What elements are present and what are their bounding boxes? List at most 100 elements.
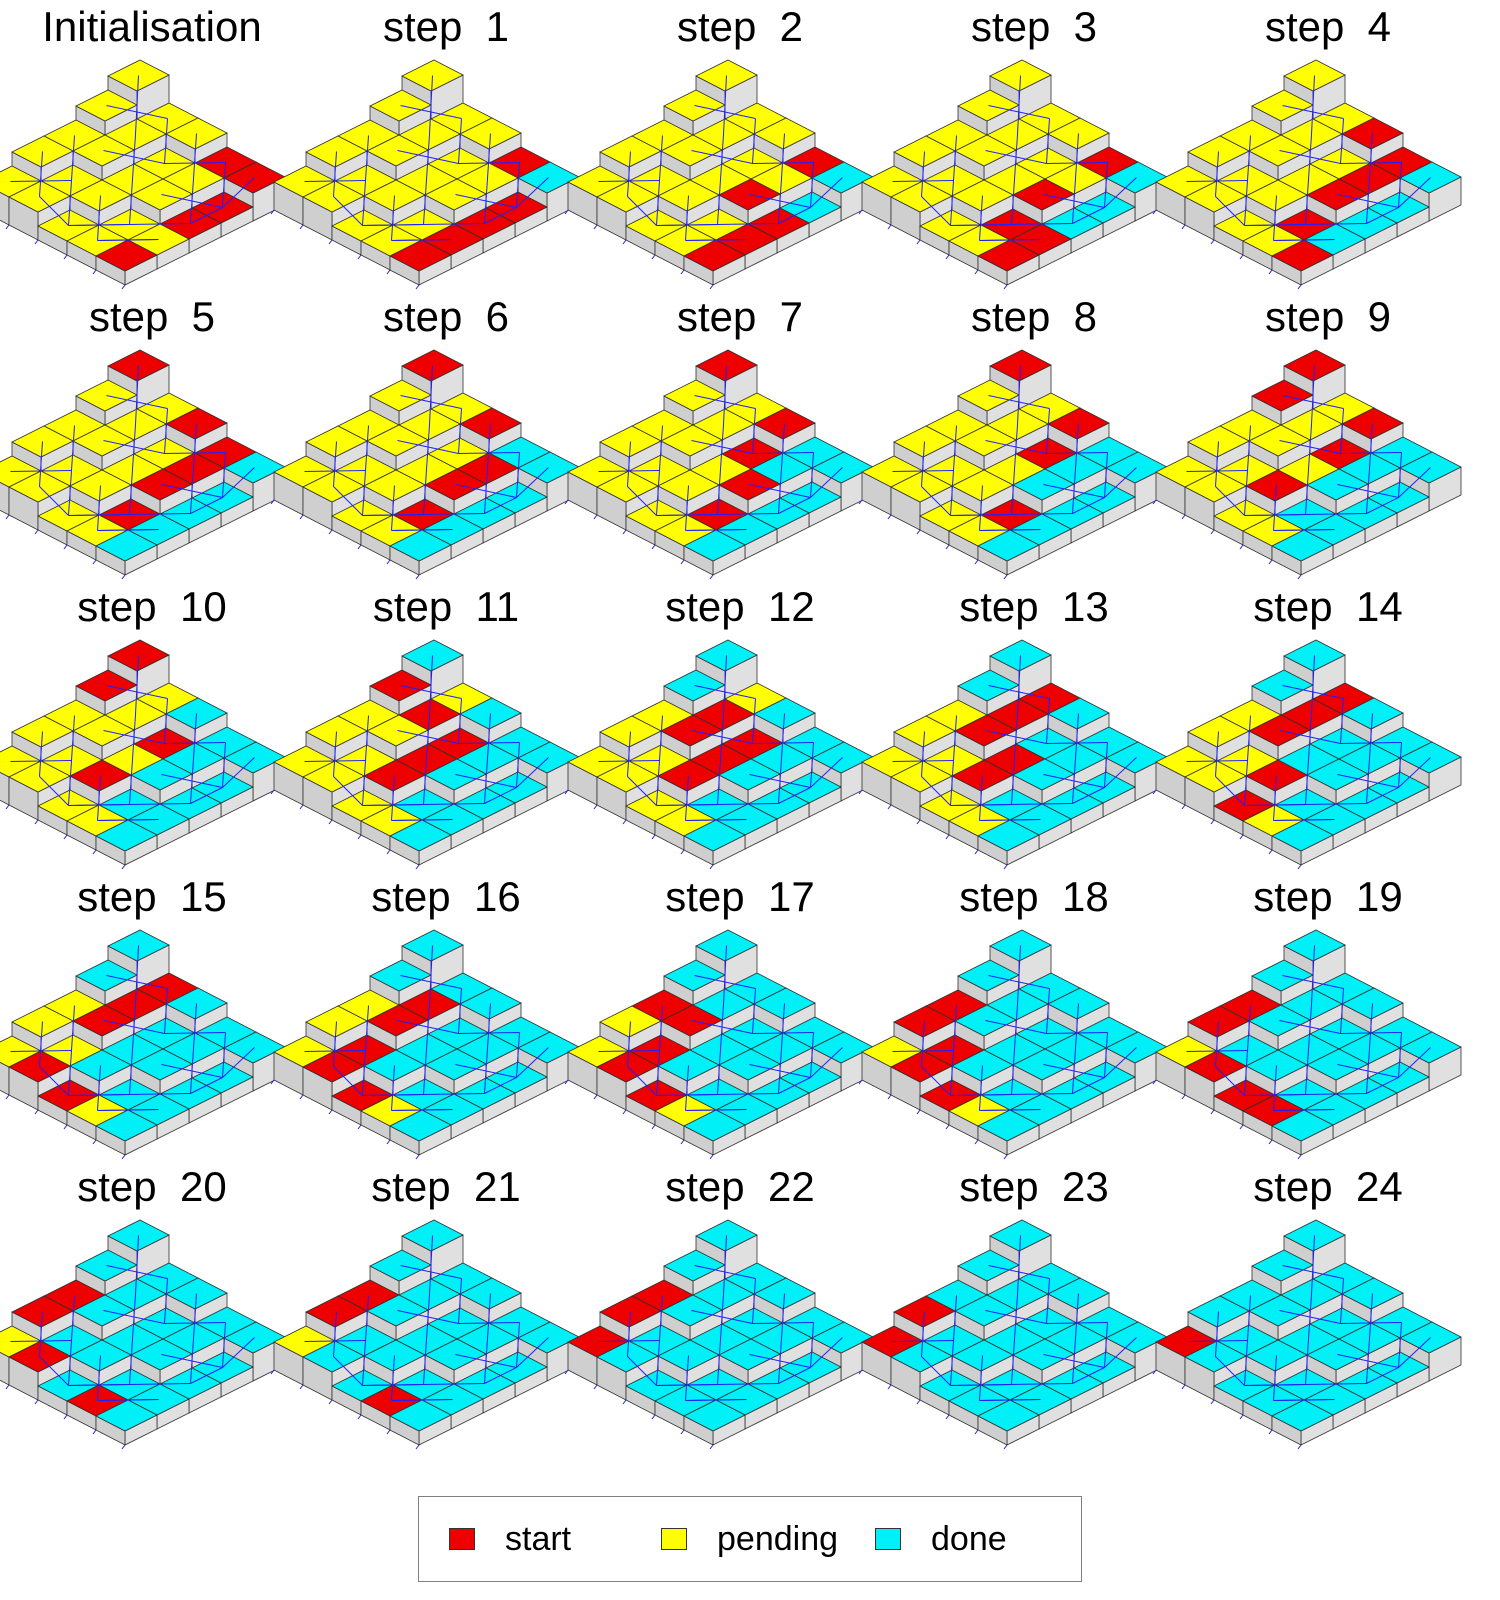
flow-link [979,1399,1041,1401]
axis-tick [945,254,950,260]
flow-link [97,529,159,531]
flow-link [685,529,747,531]
flow-link [1279,730,1341,744]
flow-link [717,1093,779,1095]
flow-link [1046,162,1108,164]
flow-link [135,945,139,1005]
axis-tick [5,514,10,520]
flow-link [193,423,197,469]
flow-link [1305,1093,1367,1095]
flow-link [135,655,139,715]
flow-link [1369,133,1373,179]
flow-link [68,760,72,806]
axis-tick [1239,544,1244,550]
axis-tick [887,804,892,810]
axis-tick [916,1399,921,1405]
flow-link [953,135,957,181]
flow-link [717,179,721,225]
flow-link [161,774,223,788]
flow-link [222,467,255,498]
flow-link [1244,470,1248,516]
axis-tick [887,1384,892,1390]
flow-link [1273,529,1335,531]
flow-link [1046,118,1050,164]
flow-link [685,1109,747,1111]
terrain-cell-done [683,819,746,852]
flow-link [953,1295,957,1341]
axis-tick [357,544,362,550]
flow-link [1104,1322,1108,1368]
axis-tick [357,254,362,260]
terrain-plot [0,929,286,1160]
flow-link [1072,1367,1105,1384]
flow-link [685,195,689,241]
flow-link [985,1310,1047,1324]
axis-tick [5,1094,10,1100]
flow-link [950,514,1012,516]
terrain-cell-start [977,239,1040,272]
axis-tick [858,1369,863,1375]
flow-link [333,486,363,516]
flow-link [1011,513,1073,515]
flow-link [1398,162,1402,208]
axis-tick [974,849,979,855]
flow-link [921,1021,925,1067]
flow-link [1369,1293,1373,1339]
flow-link [39,441,43,487]
panel-title: step 8 [970,293,1098,340]
terrain-plot [564,349,874,580]
flow-link [1215,151,1219,197]
flow-link [71,425,75,471]
flow-link [487,1293,491,1339]
flow-link [1273,1399,1335,1401]
flow-link [1398,1322,1402,1368]
axis-tick [916,1109,921,1115]
terrain-plot [270,349,580,580]
flow-link [1337,194,1399,208]
flow-link [1244,514,1306,516]
flow-link [778,1367,811,1384]
flow-link [333,1356,363,1386]
terrain-plot [564,1219,874,1450]
flow-link [1311,75,1315,135]
flow-link [1046,1322,1108,1324]
axis-tick [299,804,304,810]
axis-tick [1210,529,1215,535]
axis-tick [1239,254,1244,260]
flow-link [1104,1047,1137,1078]
panel-title: step 17 [665,873,815,920]
legend-label-pending: pending [717,1520,839,1558]
flow-link [979,1355,983,1401]
step-panel: step 18 [858,870,1184,1160]
flow-link [458,408,462,454]
axis-tick [386,1139,391,1145]
terrain-plot [564,639,874,870]
flow-link [362,470,366,516]
flow-link [694,975,756,989]
flow-link [1305,1339,1309,1385]
flow-link [365,425,369,471]
flow-link [68,804,130,806]
terrain-plot [270,639,580,870]
flow-link [685,239,747,241]
axis-tick [34,239,39,245]
axis-tick [121,284,126,290]
panel-title: step 1 [382,3,510,50]
panel-title: step 12 [665,583,815,630]
flow-link [391,485,395,531]
flow-link [656,180,660,226]
flow-link [1273,195,1277,241]
flow-link [97,485,101,531]
axis-tick [270,1079,275,1085]
flow-link [717,223,779,225]
axis-tick [1152,1079,1157,1085]
flow-link [487,1003,491,1049]
axis-tick [1003,284,1008,290]
flow-link [190,1077,223,1094]
axis-tick [92,559,97,565]
axis-tick [1210,239,1215,245]
axis-tick [622,1109,627,1115]
flow-link [129,803,191,805]
terrain-plot [270,929,580,1160]
flow-link [1046,408,1050,454]
